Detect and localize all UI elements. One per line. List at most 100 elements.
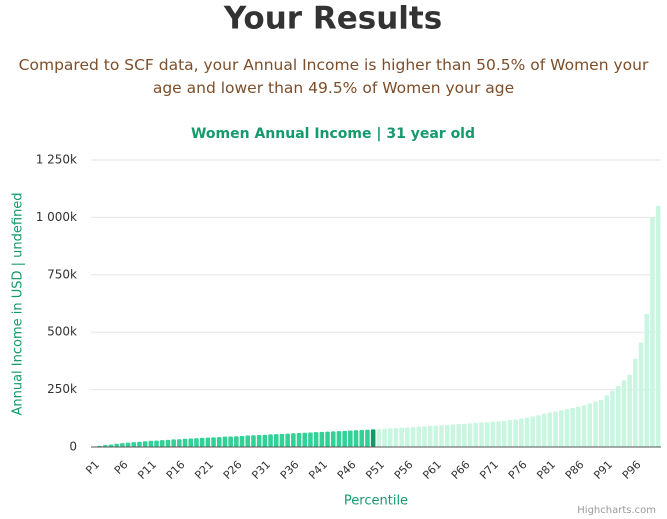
y-axis-label: Annual Income in USD | undefined [11,192,26,415]
bar [211,437,216,447]
bar [627,374,632,447]
x-tick-label: P1 [83,458,102,477]
bar [285,433,290,447]
bar [216,437,222,447]
bar [393,428,399,447]
bar [291,433,296,447]
bar [558,410,564,447]
x-tick-label: P71 [477,458,501,482]
bar [182,438,188,447]
bar [353,430,359,447]
bar [365,429,370,447]
subtitle-box: Compared to SCF data, your Annual Income… [18,56,649,97]
bar [547,412,553,447]
bar [490,421,496,447]
bar [519,418,524,447]
bar [296,432,302,447]
x-tick-label: P96 [620,458,644,482]
bar [108,444,114,447]
bar [416,426,422,447]
y-tick-label: 500k [47,325,77,339]
y-tick-label: 1 250k [36,153,77,167]
x-tick-label: P51 [363,458,387,482]
y-tick-label: 250k [47,382,77,396]
bar [439,425,444,447]
bar [496,421,501,447]
bar [188,438,194,447]
bar [530,416,536,447]
bar [604,395,610,447]
bar [319,431,325,447]
bar [553,411,558,447]
bar [382,428,387,447]
bar [256,435,262,447]
bar [336,431,342,447]
bar [268,434,273,447]
bar [650,217,655,447]
x-tick-label: P11 [135,458,159,482]
bar [450,424,456,447]
bar [222,436,228,447]
bar [541,413,547,447]
bar [598,399,604,447]
bar [194,438,199,447]
bar [456,424,461,447]
bar [655,205,661,447]
bar [376,429,382,447]
bar [205,437,211,447]
bar [615,386,621,447]
bar [501,420,507,447]
x-tick-label: P86 [563,458,587,482]
bar [154,440,159,447]
bar [593,401,598,447]
bar [410,427,416,447]
x-axis-label: Percentile [344,494,408,509]
chart-title: Women Annual Income | 31 year old [191,126,475,142]
bar [633,358,638,447]
x-tick-label: P76 [506,458,530,482]
bar [570,407,575,447]
bar [199,437,205,447]
x-tick-label: P46 [335,458,359,482]
bar [177,439,182,447]
x-tick-label: P26 [221,458,245,482]
bar [228,436,233,447]
bar [239,435,245,447]
x-tick-label: P41 [306,458,330,482]
y-tick-label: 0 [69,440,77,454]
bar [325,431,330,447]
subtitle: Compared to SCF data, your Annual Income… [18,56,649,97]
x-tick-label: P31 [249,458,273,482]
bar [484,422,490,447]
credit: Highcharts.com [577,505,656,516]
bar [433,425,439,447]
bar [621,380,627,447]
bar [359,430,365,447]
bar [142,441,148,447]
bar [444,424,450,447]
bar [171,439,176,447]
page-title: Your Results [223,1,442,37]
bar [473,422,479,447]
bar [507,420,513,447]
bar [308,432,313,447]
bar [165,439,171,447]
bar [279,433,285,447]
bar [581,405,587,447]
bar [536,415,541,447]
x-tick-label: P6 [112,458,131,477]
bar [125,442,131,447]
x-tick-label: P21 [192,458,216,482]
x-tick-label: P81 [534,458,558,482]
bar [348,430,353,447]
bar [399,427,404,447]
bar [422,426,427,447]
bar [262,434,268,447]
bar [638,342,644,447]
bar [587,403,593,447]
bar [131,442,137,447]
bar [513,419,518,447]
bar [370,429,376,447]
